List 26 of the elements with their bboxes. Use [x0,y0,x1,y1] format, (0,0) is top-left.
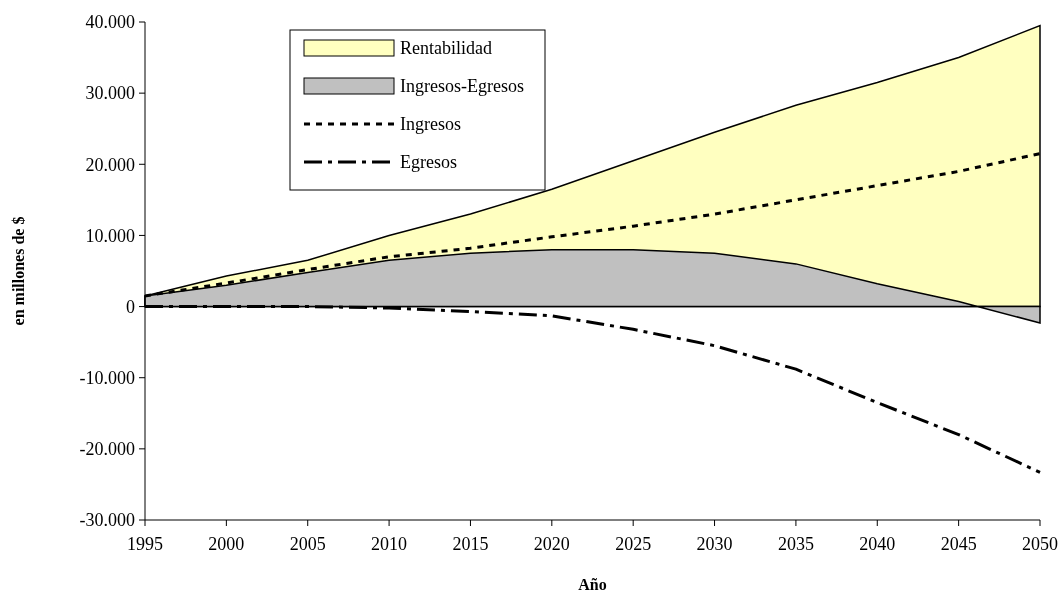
y-tick-label: 20.000 [85,154,135,175]
x-tick-label: 2035 [777,534,814,554]
y-tick-label: -20.000 [79,439,135,460]
x-tick-label: 2000 [208,534,245,554]
y-tick-label: 40.000 [85,12,135,33]
x-tick-label: 2045 [940,534,977,554]
y-tick-label: 30.000 [85,83,135,104]
y-tick-label: 10.000 [85,225,135,246]
x-tick-label: 2030 [696,534,733,554]
y-tick-label: -10.000 [79,368,135,389]
x-tick-label: 1995 [127,534,163,554]
x-tick-label: 2020 [533,534,570,554]
x-tick-label: 2005 [289,534,326,554]
x-tick-label: 2025 [615,534,652,554]
x-tick-label: 2015 [452,534,489,554]
legend-label: Ingresos [400,114,461,135]
x-axis-title: Año [578,576,607,593]
y-tick-label: 0 [126,296,135,317]
x-tick-label: 2010 [371,534,408,554]
legend-label: Ingresos-Egresos [400,76,524,97]
y-axis-title: en millones de $ [10,216,27,326]
x-tick-label: 2050 [1022,534,1058,554]
y-tick-label: -30.000 [79,510,135,531]
legend-label: Egresos [400,152,457,173]
legend-label: Rentabilidad [400,38,492,59]
x-tick-label: 2040 [859,534,896,554]
